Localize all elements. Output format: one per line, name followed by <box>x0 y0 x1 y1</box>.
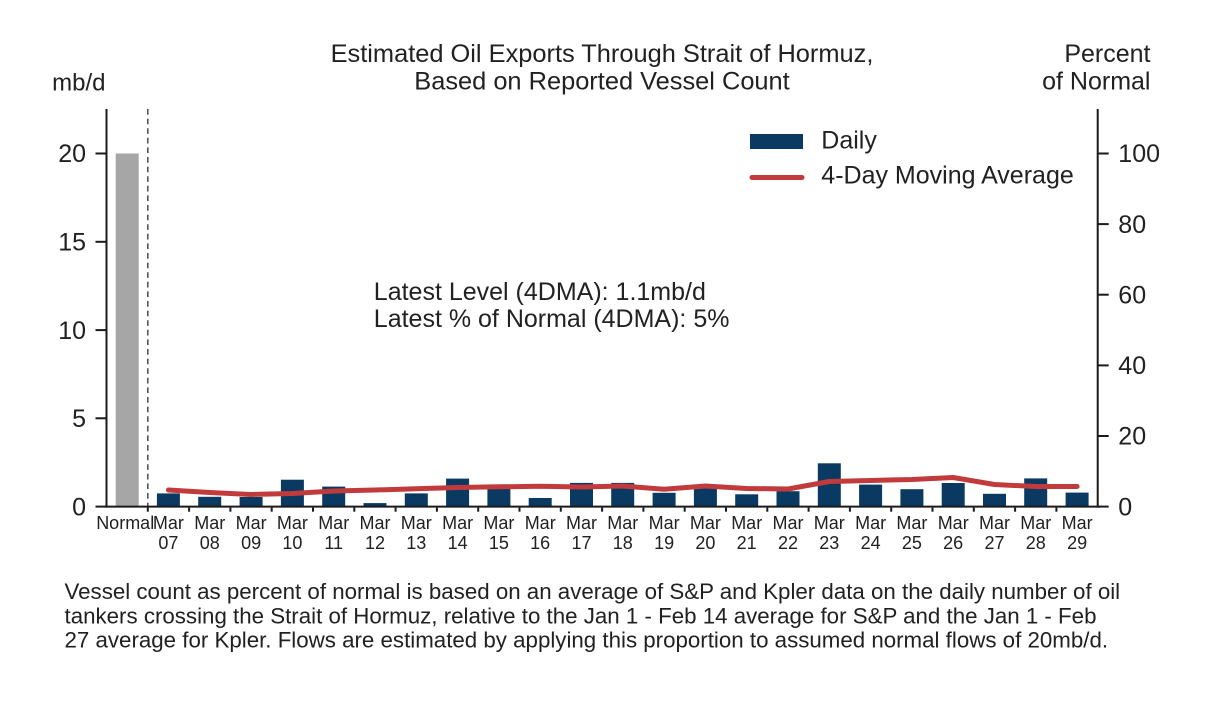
svg-text:Mar: Mar <box>442 513 473 533</box>
svg-text:Mar: Mar <box>1020 513 1051 533</box>
svg-text:20: 20 <box>58 140 86 168</box>
svg-text:Mar: Mar <box>690 513 721 533</box>
svg-text:Mar: Mar <box>525 513 556 533</box>
svg-text:tankers crossing the Strait of: tankers crossing the Strait of Hormuz, r… <box>65 603 1097 628</box>
svg-text:22: 22 <box>778 533 798 553</box>
svg-text:15: 15 <box>489 533 509 553</box>
svg-text:16: 16 <box>530 533 550 553</box>
svg-text:20: 20 <box>695 533 715 553</box>
svg-text:07: 07 <box>158 533 178 553</box>
svg-text:21: 21 <box>737 533 757 553</box>
svg-text:of Normal: of Normal <box>1042 68 1150 96</box>
svg-text:Mar: Mar <box>153 513 184 533</box>
svg-text:26: 26 <box>943 533 963 553</box>
svg-text:24: 24 <box>861 533 881 553</box>
svg-text:Mar: Mar <box>483 513 514 533</box>
svg-text:27 average for Kpler. Flows ar: 27 average for Kpler. Flows are estimate… <box>65 627 1109 652</box>
svg-text:Mar: Mar <box>938 513 969 533</box>
svg-text:20: 20 <box>1118 423 1146 451</box>
svg-text:10: 10 <box>58 317 86 345</box>
svg-text:14: 14 <box>448 533 468 553</box>
svg-text:15: 15 <box>58 229 86 257</box>
svg-text:Based on Reported Vessel Count: Based on Reported Vessel Count <box>414 68 789 96</box>
svg-text:40: 40 <box>1118 352 1146 380</box>
svg-text:0: 0 <box>72 493 86 521</box>
svg-text:Latest Level (4DMA): 1.1mb/d: Latest Level (4DMA): 1.1mb/d <box>374 278 706 306</box>
svg-text:Estimated Oil Exports Through: Estimated Oil Exports Through Strait of … <box>331 40 874 68</box>
svg-text:Mar: Mar <box>318 513 349 533</box>
svg-text:Mar: Mar <box>773 513 804 533</box>
svg-text:Mar: Mar <box>814 513 845 533</box>
svg-text:11: 11 <box>324 533 343 553</box>
svg-text:10: 10 <box>282 533 302 553</box>
svg-text:Mar: Mar <box>1062 513 1093 533</box>
svg-text:0: 0 <box>1118 493 1132 521</box>
svg-text:Mar: Mar <box>649 513 680 533</box>
svg-text:4-Day Moving Average: 4-Day Moving Average <box>821 162 1073 190</box>
svg-text:13: 13 <box>406 533 426 553</box>
svg-text:mb/d: mb/d <box>52 70 105 97</box>
svg-text:Mar: Mar <box>360 513 391 533</box>
svg-text:18: 18 <box>613 533 633 553</box>
svg-text:Normal: Normal <box>96 513 154 533</box>
svg-text:Mar: Mar <box>194 513 225 533</box>
svg-text:Mar: Mar <box>731 513 762 533</box>
svg-text:23: 23 <box>819 533 839 553</box>
svg-text:Mar: Mar <box>855 513 886 533</box>
svg-text:Mar: Mar <box>979 513 1010 533</box>
svg-text:Daily: Daily <box>821 127 877 155</box>
svg-text:29: 29 <box>1067 533 1087 553</box>
svg-text:17: 17 <box>571 533 591 553</box>
svg-text:27: 27 <box>984 533 1004 553</box>
svg-text:Mar: Mar <box>236 513 267 533</box>
svg-text:80: 80 <box>1118 211 1146 239</box>
svg-text:28: 28 <box>1026 533 1046 553</box>
svg-text:09: 09 <box>241 533 261 553</box>
svg-text:Latest % of Normal (4DMA): 5%: Latest % of Normal (4DMA): 5% <box>374 305 730 333</box>
svg-text:5: 5 <box>72 405 86 433</box>
svg-text:Mar: Mar <box>896 513 927 533</box>
svg-text:100: 100 <box>1118 140 1160 168</box>
svg-text:19: 19 <box>654 533 674 553</box>
svg-text:08: 08 <box>200 533 220 553</box>
svg-text:Percent: Percent <box>1064 40 1150 68</box>
svg-text:Vessel count as percent of nor: Vessel count as percent of normal is bas… <box>65 579 1121 604</box>
svg-text:12: 12 <box>365 533 385 553</box>
svg-text:Mar: Mar <box>566 513 597 533</box>
svg-text:Mar: Mar <box>607 513 638 533</box>
svg-text:25: 25 <box>902 533 922 553</box>
svg-text:Mar: Mar <box>401 513 432 533</box>
svg-text:60: 60 <box>1118 281 1146 309</box>
svg-text:Mar: Mar <box>277 513 308 533</box>
